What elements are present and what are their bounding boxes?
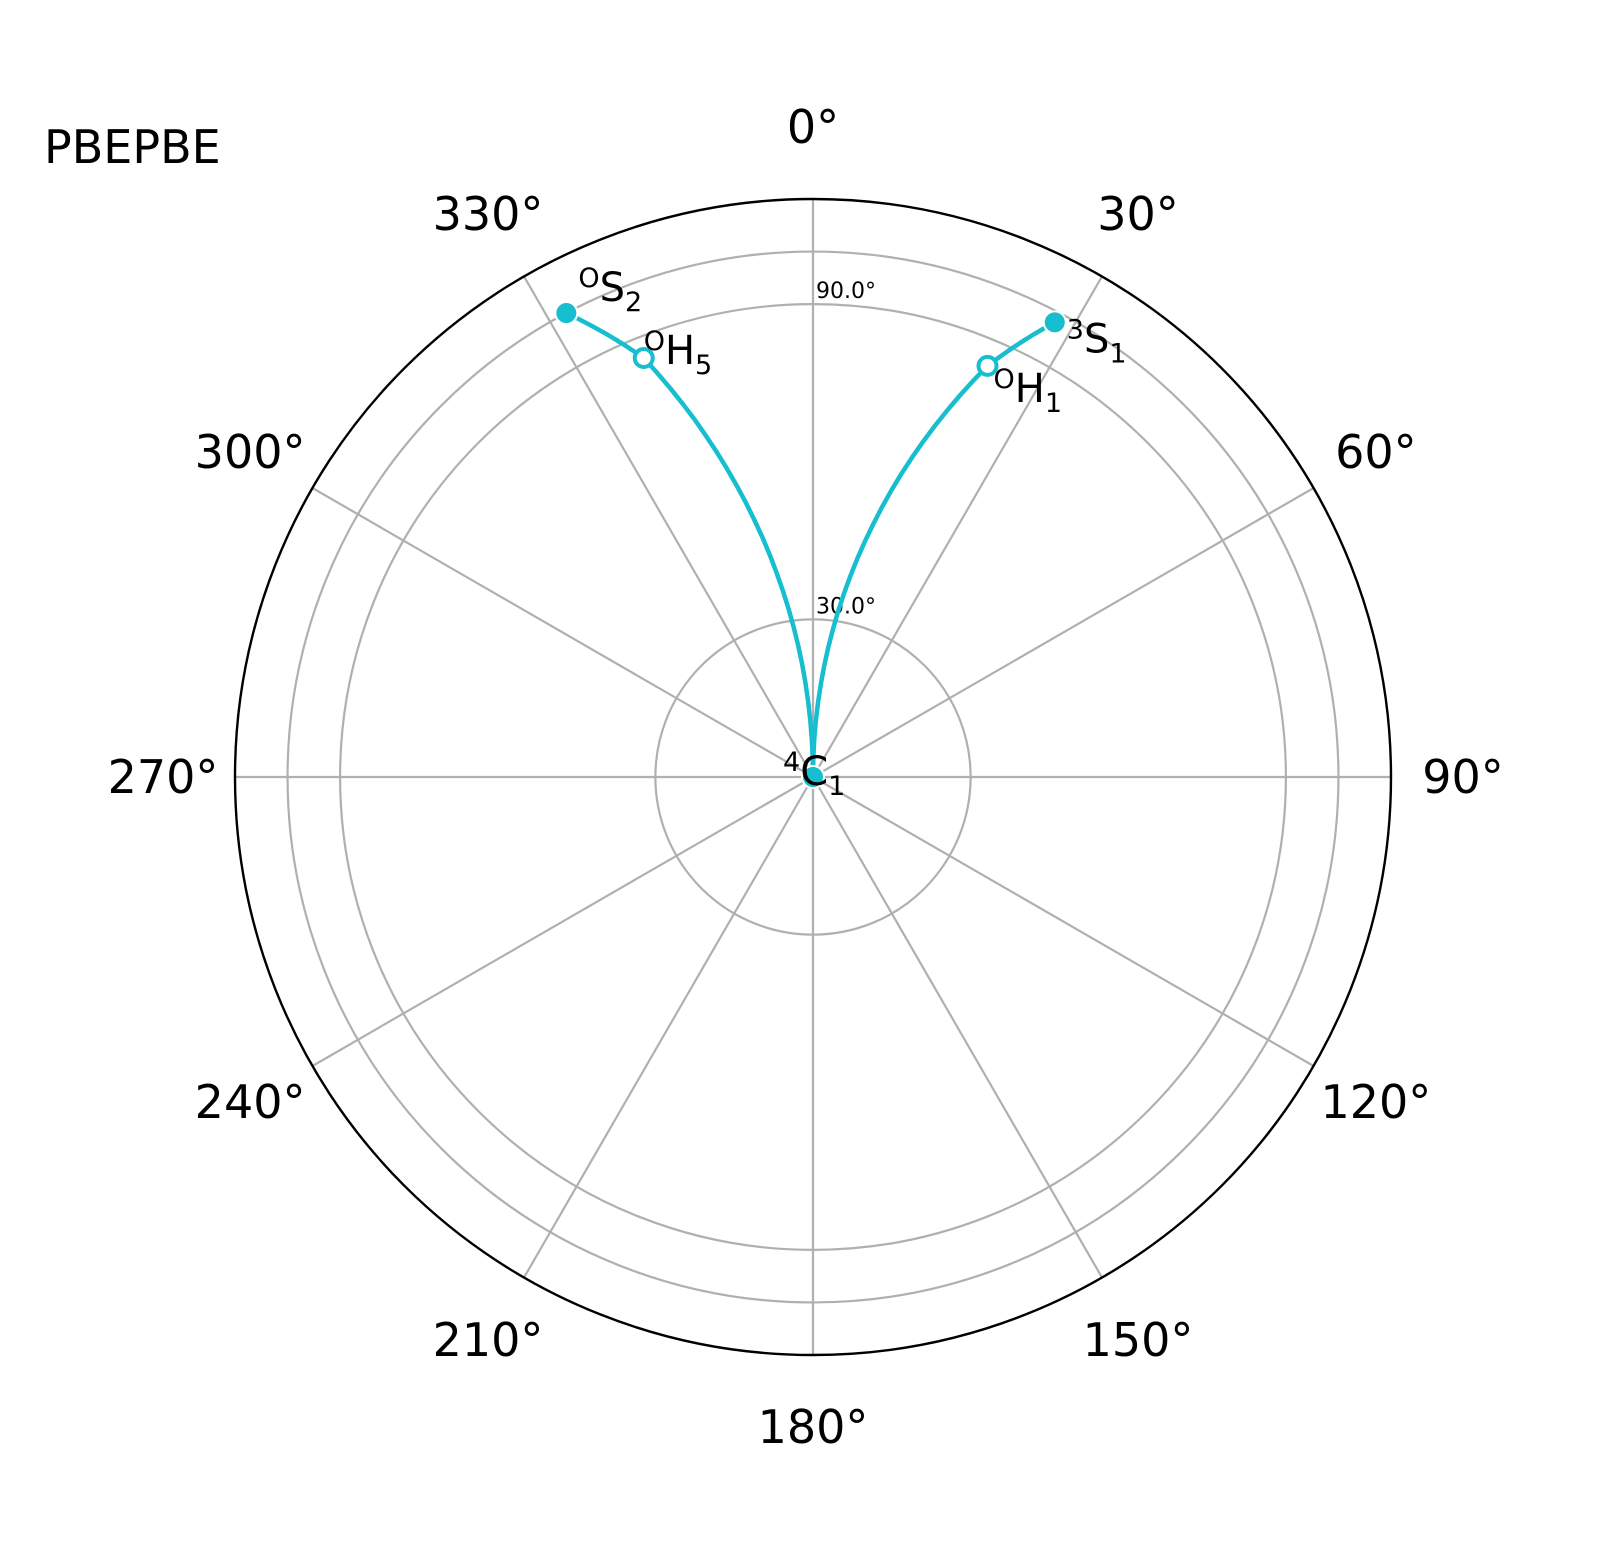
angular-gridline [523,776,814,1279]
angle-tick-label: 180° [758,1400,869,1454]
radial-tick-label: 90.0° [816,279,876,304]
angular-gridline [812,776,1103,1279]
angle-tick-label: 150° [1083,1313,1194,1367]
polar-frame [233,197,1393,1357]
angle-tick-label: 0° [787,100,839,154]
angle-tick-label: 330° [433,187,544,241]
polar-grid: 30.0° 90.0° [233,197,1393,1357]
data-point-H1 [976,354,999,377]
point-label-S2: OS2 [578,263,642,318]
data-point-S1 [1042,310,1067,335]
data-point-S2 [554,301,579,326]
point-label-S1: 3S1 [1067,314,1127,369]
angle-tick-label: 120° [1321,1075,1432,1129]
point-label-H5: OH5 [644,326,713,381]
chart-title: PBEPBE [44,120,221,174]
angular-gridline [311,776,814,1067]
angle-tick-label: 270° [108,750,219,804]
angular-gridline [812,776,1315,1067]
angular-gridline [523,275,814,778]
angular-gridline [311,487,814,778]
angle-tick-label: 60° [1335,425,1417,479]
data-point-C1 [801,765,825,789]
angular-gridline [812,487,1315,778]
point-label-H1: OH1 [994,364,1063,419]
data-point-H5 [632,347,655,370]
point-label-C1: 4C1 [783,747,845,802]
angle-tick-label: 90° [1422,750,1504,804]
angle-tick-label: 300° [195,425,306,479]
radial-tick-label: 30.0° [816,594,876,619]
data-markers [554,301,1067,789]
angle-tick-label: 210° [433,1313,544,1367]
angle-tick-labels: 0°30°60°90°120°150°180°210°240°270°300°3… [108,100,1504,1454]
data-series [565,311,1056,778]
angle-tick-label: 240° [195,1075,306,1129]
series-line [565,311,816,778]
angle-tick-label: 30° [1097,187,1179,241]
angular-gridline [812,275,1103,778]
